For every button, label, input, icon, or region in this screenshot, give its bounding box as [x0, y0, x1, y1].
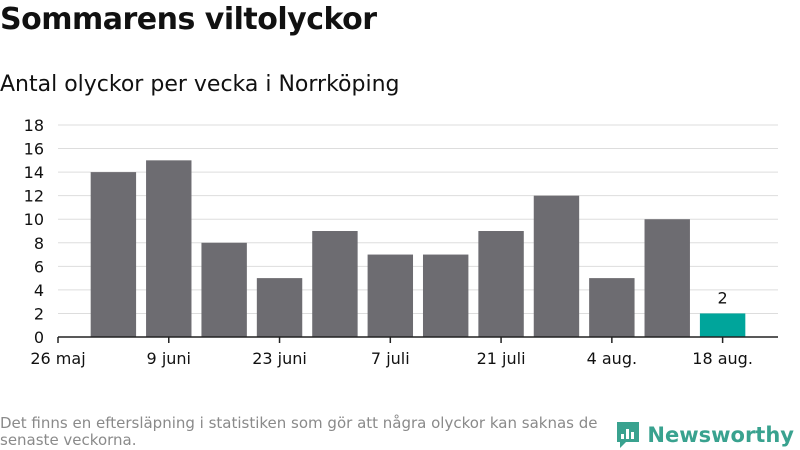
bar [478, 231, 524, 337]
x-tick-label: 18 aug. [692, 349, 753, 368]
y-tick-label: 12 [24, 187, 44, 206]
y-tick-label: 2 [34, 304, 44, 323]
y-tick-label: 16 [24, 140, 44, 159]
y-tick-label: 0 [34, 328, 44, 347]
data-label: 2 [718, 288, 728, 307]
bar-highlight [699, 313, 746, 337]
bar [533, 195, 580, 337]
bar [146, 160, 192, 337]
bar-chart: 0 2 4 6 8 10 12 14 16 18 2 26 maj 9 juni 23 juni 7 jul… [24, 116, 778, 368]
x-tick-label: 21 juli [477, 349, 526, 368]
y-tick-label: 4 [34, 281, 44, 300]
bar [589, 278, 635, 337]
x-tick-label: 7 juli [371, 349, 410, 368]
x-tick-label: 4 aug. [587, 349, 637, 368]
chart-title: Sommarens viltolyckor [0, 2, 377, 37]
bar [201, 242, 247, 337]
brand-logo: Newsworthy [615, 420, 794, 450]
bar [90, 172, 137, 337]
bar [422, 254, 469, 337]
bar [312, 231, 358, 337]
y-tick-label: 8 [34, 234, 44, 253]
bar [367, 254, 414, 337]
y-tick-label: 6 [34, 257, 44, 276]
y-tick-label: 18 [24, 116, 44, 135]
x-tick-label: 26 maj [30, 349, 85, 368]
chart-subtitle: Antal olyckor per vecka i Norrköping [0, 72, 400, 97]
brand-name: Newsworthy [647, 423, 794, 447]
y-tick-label: 10 [24, 210, 44, 229]
footnote: Det finns en eftersläpning i statistiken… [0, 414, 598, 449]
x-tick-label: 23 juni [252, 349, 307, 368]
y-tick-label: 14 [24, 163, 44, 182]
x-tick-label: 9 juni [147, 349, 191, 368]
bar [644, 219, 690, 337]
newsworthy-logo-icon [617, 422, 640, 448]
bar [256, 278, 303, 337]
